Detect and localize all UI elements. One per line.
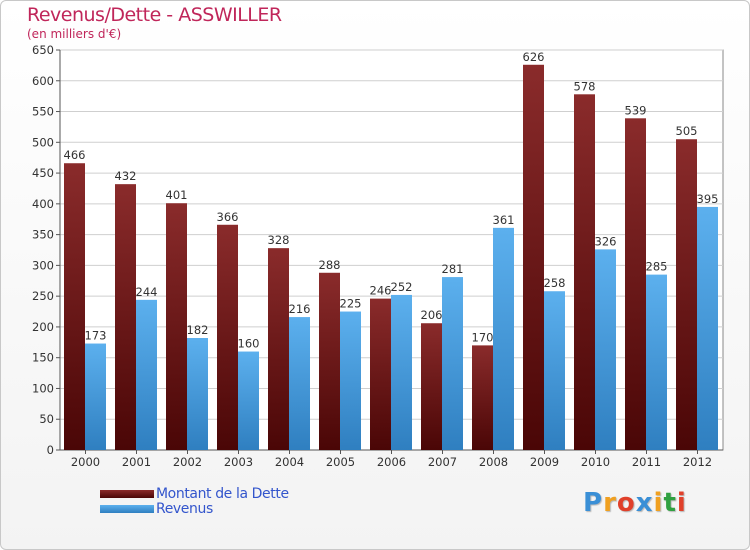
x-tick-label: 2006 xyxy=(377,455,406,469)
data-label: 252 xyxy=(391,280,413,294)
data-label: 160 xyxy=(238,337,260,351)
y-tick-label: 400 xyxy=(32,197,54,211)
bar-revenus xyxy=(544,291,565,450)
bar-revenus xyxy=(136,299,157,450)
chart-subtitle: (en milliers d'€) xyxy=(27,27,122,41)
data-label: 246 xyxy=(370,284,392,298)
bar-dette xyxy=(217,224,238,450)
bar-revenus xyxy=(238,351,259,450)
data-label: 244 xyxy=(136,285,158,299)
proxiti-logo: Proxiti xyxy=(583,488,687,518)
data-label: 578 xyxy=(574,79,596,93)
legend-item-dette: Montant de la Dette xyxy=(100,485,289,502)
data-label: 258 xyxy=(544,276,566,290)
logo-letter: x xyxy=(635,488,654,518)
x-tick-label: 2010 xyxy=(581,455,610,469)
data-label: 539 xyxy=(625,103,647,117)
data-label: 170 xyxy=(472,330,494,344)
y-tick-label: 650 xyxy=(32,43,54,57)
y-tick-label: 200 xyxy=(32,320,54,334)
x-tick-label: 2005 xyxy=(326,455,355,469)
legend-label-dette: Montant de la Dette xyxy=(156,485,289,502)
y-tick-label: 450 xyxy=(32,166,54,180)
bar-dette xyxy=(370,298,391,450)
bar-dette xyxy=(64,163,85,450)
y-tick-label: 250 xyxy=(32,289,54,303)
data-label: 366 xyxy=(217,210,239,224)
x-tick-label: 2000 xyxy=(71,455,100,469)
data-label: 505 xyxy=(676,124,698,138)
x-tick-label: 2002 xyxy=(173,455,202,469)
logo-letter: t xyxy=(663,488,677,518)
bar-dette xyxy=(523,64,544,451)
legend-swatch-dette xyxy=(100,489,154,498)
y-tick-label: 0 xyxy=(47,443,54,457)
data-label: 466 xyxy=(64,148,86,162)
bar-revenus xyxy=(391,294,412,450)
data-label: 182 xyxy=(187,323,209,337)
bar-dette xyxy=(421,323,442,450)
legend-swatch-revenus xyxy=(100,504,154,513)
y-tick-label: 50 xyxy=(39,412,54,426)
data-label: 216 xyxy=(289,302,311,316)
bar-revenus xyxy=(442,277,463,450)
y-tick-label: 550 xyxy=(32,105,54,119)
data-label: 361 xyxy=(493,213,515,227)
y-tick-label: 600 xyxy=(32,74,54,88)
x-tick-label: 2007 xyxy=(428,455,457,469)
bar-revenus xyxy=(187,338,208,450)
x-tick-label: 2012 xyxy=(683,455,712,469)
bar-dette xyxy=(319,272,340,450)
x-tick-label: 2011 xyxy=(632,455,661,469)
x-tick-label: 2001 xyxy=(122,455,151,469)
data-label: 285 xyxy=(646,260,668,274)
bar-dette xyxy=(574,94,595,451)
logo-letter: o xyxy=(616,488,636,518)
logo-letter: r xyxy=(603,488,617,518)
data-label: 395 xyxy=(697,192,719,206)
bar-dette xyxy=(115,184,136,450)
bar-dette xyxy=(472,345,493,450)
bar-revenus xyxy=(85,343,106,450)
bar-revenus xyxy=(697,206,718,450)
data-label: 432 xyxy=(115,169,137,183)
y-tick-label: 300 xyxy=(32,258,54,272)
x-tick-label: 2004 xyxy=(275,455,304,469)
bar-revenus xyxy=(289,317,310,450)
logo-letter: P xyxy=(583,488,604,518)
bar-revenus xyxy=(595,249,616,450)
y-tick-label: 500 xyxy=(32,135,54,149)
bar-dette xyxy=(676,139,697,450)
y-tick-label: 350 xyxy=(32,228,54,242)
y-tick-label: 100 xyxy=(32,381,54,395)
x-tick-label: 2008 xyxy=(479,455,508,469)
data-label: 281 xyxy=(442,262,464,276)
bar-dette xyxy=(625,118,646,451)
data-label: 288 xyxy=(319,258,341,272)
legend: Montant de la Dette Revenus xyxy=(100,485,289,517)
logo-letter: i xyxy=(676,488,687,518)
y-tick-label: 150 xyxy=(32,351,54,365)
data-label: 225 xyxy=(340,297,362,311)
bar-revenus xyxy=(493,227,514,450)
bar-revenus xyxy=(340,311,361,450)
data-label: 401 xyxy=(166,188,188,202)
data-label: 206 xyxy=(421,308,443,322)
chart-title: Revenus/Dette - ASSWILLER xyxy=(27,4,282,26)
logo-letter: i xyxy=(653,488,664,518)
data-label: 326 xyxy=(595,234,617,248)
bar-dette xyxy=(166,203,187,450)
data-label: 626 xyxy=(523,50,545,64)
legend-label-revenus: Revenus xyxy=(156,500,213,517)
data-label: 173 xyxy=(85,329,107,343)
x-tick-label: 2009 xyxy=(530,455,559,469)
x-tick-label: 2003 xyxy=(224,455,253,469)
legend-item-revenus: Revenus xyxy=(100,500,289,517)
data-label: 328 xyxy=(268,233,290,247)
bar-revenus xyxy=(646,274,667,450)
bar-dette xyxy=(268,248,289,450)
